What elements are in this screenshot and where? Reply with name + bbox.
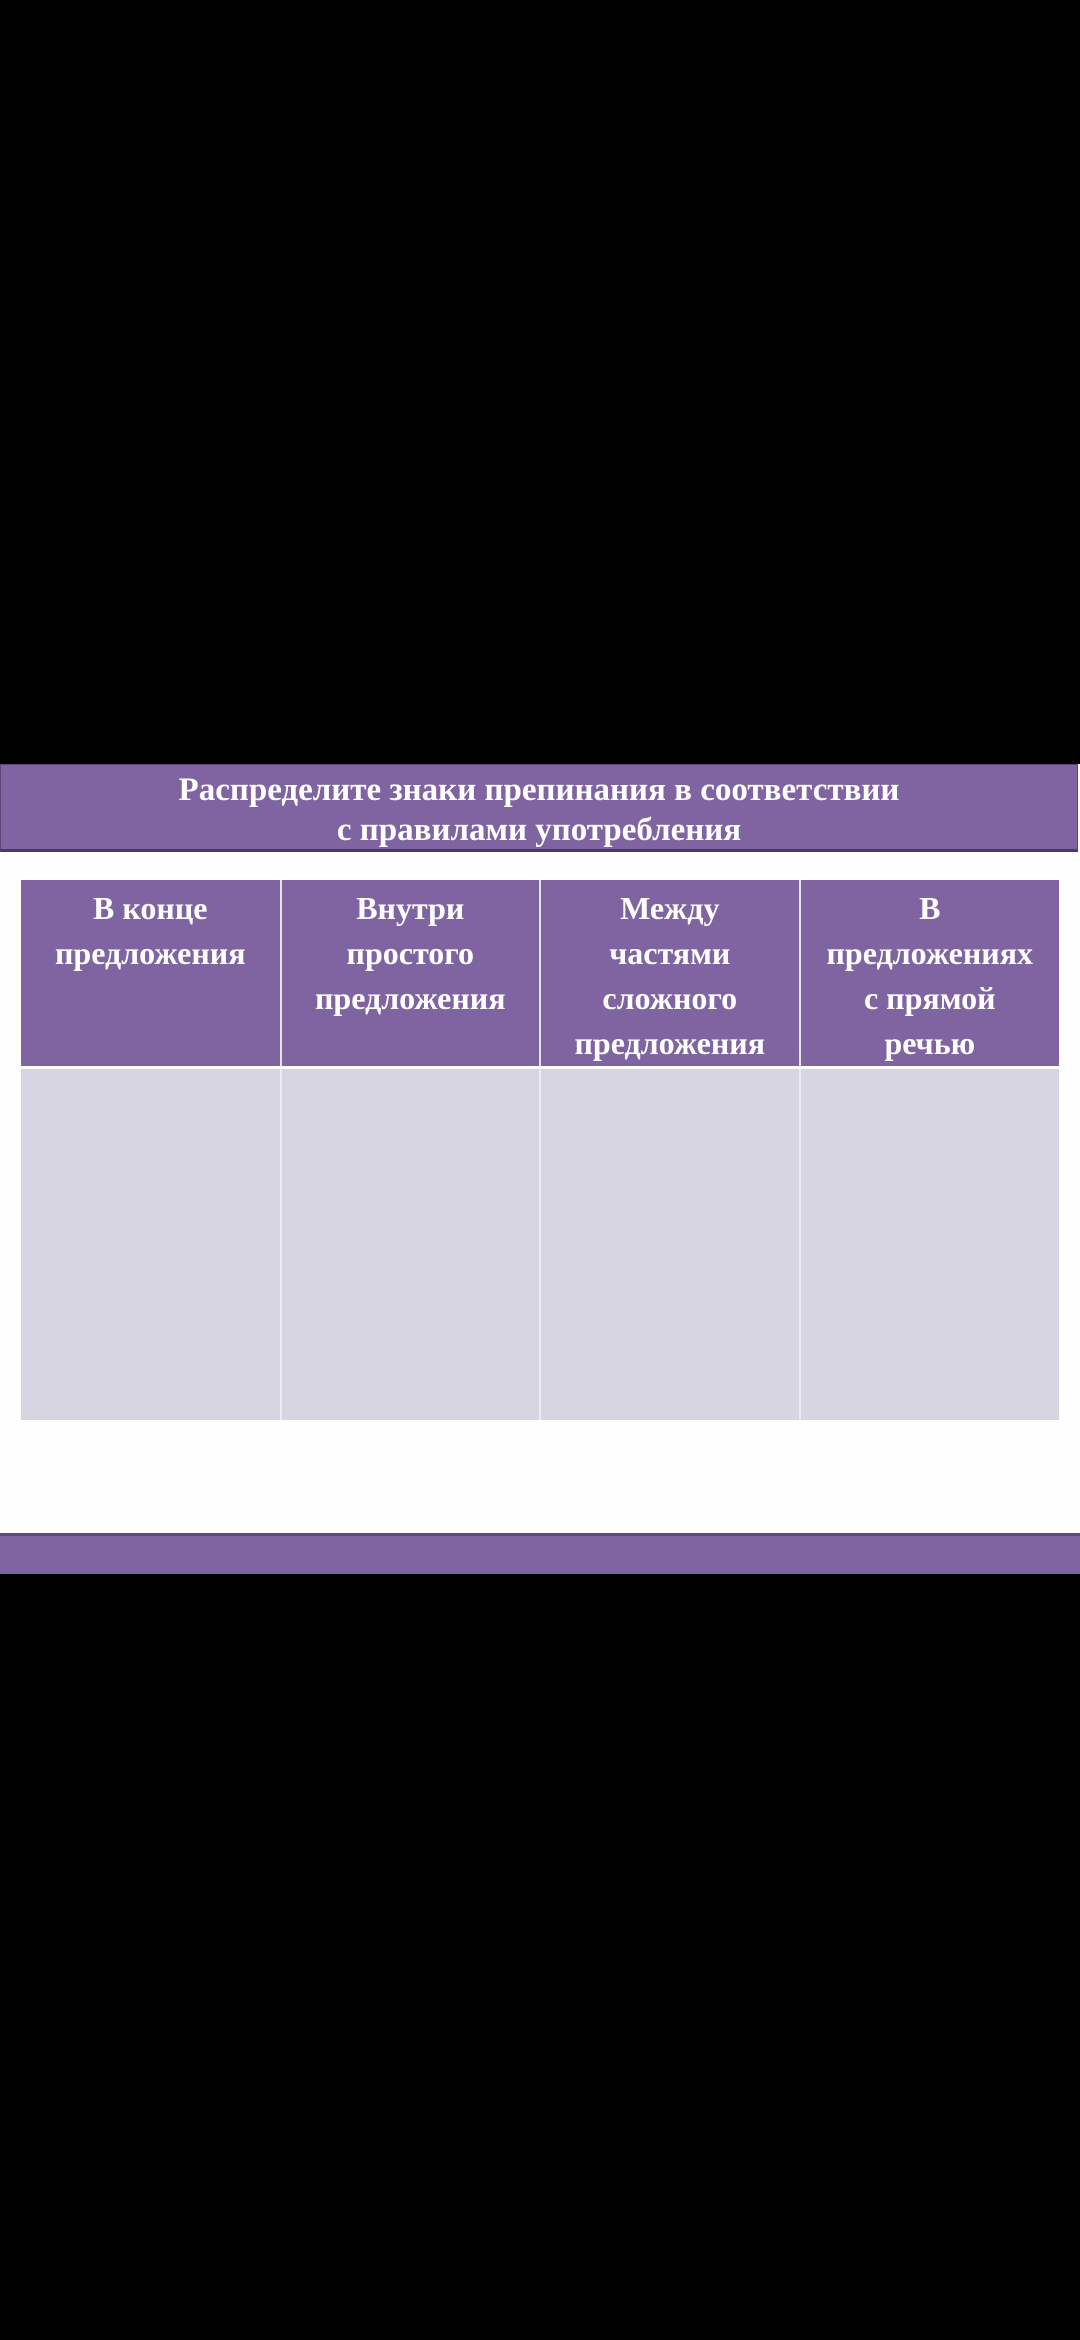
header-line: сложного — [602, 980, 738, 1016]
table-cell — [279, 1067, 540, 1420]
table-cell — [21, 1067, 281, 1420]
slide: Распределите знаки препинания в соответс… — [0, 764, 1080, 1574]
header-direct-speech: В предложениях с прямой речью — [798, 880, 1059, 1069]
footer-band — [0, 1533, 1080, 1574]
title-line: с правилами употребления — [336, 812, 742, 848]
table-header-row: В конце предложения Внутри простого пред… — [21, 880, 1059, 1069]
header-line: В — [919, 890, 941, 926]
table-cell — [798, 1067, 1059, 1420]
table-row — [21, 1067, 1059, 1420]
header-line: с прямой — [863, 980, 996, 1016]
header-line: частями — [609, 935, 731, 971]
header-line: Внутри — [356, 890, 465, 926]
header-line: речью — [884, 1025, 976, 1061]
slide-title: Распределите знаки препинания в соответс… — [0, 764, 1078, 852]
header-line: предложения — [54, 935, 246, 971]
punctuation-table: В конце предложения Внутри простого пред… — [21, 880, 1059, 1420]
header-line: простого — [346, 935, 474, 971]
header-line: предложения — [314, 980, 506, 1016]
header-end-of-sentence: В конце предложения — [21, 880, 281, 1069]
title-line: Распределите знаки препинания в соответс… — [178, 772, 900, 808]
header-line: предложениях — [826, 935, 1034, 971]
table-cell — [539, 1067, 800, 1420]
header-line: предложения — [574, 1025, 766, 1061]
header-between-parts-complex: Между частями сложного предложения — [539, 880, 800, 1069]
header-inside-simple-sentence: Внутри простого предложения — [279, 880, 540, 1069]
header-line: Между — [620, 890, 720, 926]
header-line: В конце — [93, 890, 208, 926]
